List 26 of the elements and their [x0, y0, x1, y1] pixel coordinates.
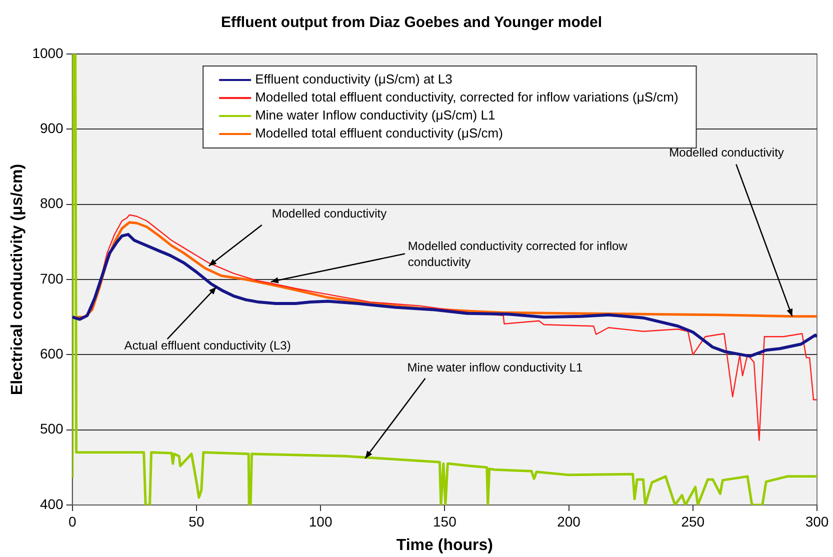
legend-label: Modelled total effluent conductivity, corrected for inflow variations (μS/cm) — [255, 90, 678, 105]
x-tick-label: 300 — [805, 513, 829, 530]
y-tick-label: 600 — [40, 346, 64, 362]
y-tick-label: 700 — [40, 270, 64, 286]
y-tick-label: 500 — [40, 420, 64, 437]
y-axis-title: Electrical conductivity (μs/cm) — [9, 164, 26, 396]
chart-title: Effluent output from Diaz Goebes and Younger model — [220, 14, 602, 32]
x-tick-label: 100 — [308, 513, 332, 530]
x-tick-label: 200 — [557, 513, 581, 530]
y-tick-label: 900 — [40, 120, 64, 136]
annotation: Modelled conductivity — [669, 146, 784, 160]
legend-label: Mine water Inflow conductivity (μS/cm) L1 — [255, 108, 496, 123]
annotation: Modelled conductivity corrected for inflow conductivity — [408, 239, 628, 270]
x-tick-label: 50 — [188, 513, 204, 530]
y-tick-label: 400 — [40, 496, 64, 512]
y-tick-label: 800 — [40, 195, 64, 212]
legend-label: Effluent conductivity (μS/cm) at L3 — [255, 72, 452, 87]
legend-label: Modelled total effluent conductivity (μS/cm) — [255, 126, 503, 141]
x-tick-label: 250 — [681, 513, 705, 530]
annotation: Mine water inflow conductivity L1 — [407, 360, 583, 375]
x-tick-label: 150 — [432, 513, 457, 530]
y-tick-label: 1000 — [32, 44, 64, 61]
x-axis-title: Time (hours) — [396, 536, 493, 554]
annotation: Modelled conductivity — [272, 206, 387, 220]
x-tick-label: 0 — [68, 513, 76, 530]
annotation: Actual effluent conductivity (L3) — [124, 338, 291, 352]
